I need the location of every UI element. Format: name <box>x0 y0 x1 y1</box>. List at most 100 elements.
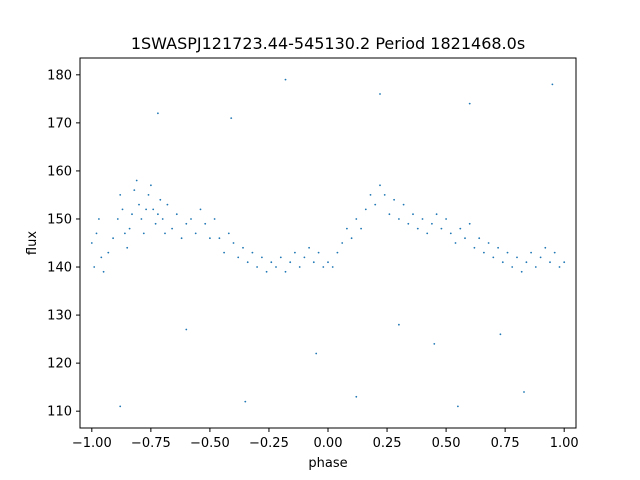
scatter-point <box>218 237 221 240</box>
scatter-point <box>398 323 400 326</box>
scatter-point <box>322 266 325 268</box>
scatter-point <box>213 218 216 220</box>
scatter-point <box>364 208 367 211</box>
scatter-point <box>558 266 561 268</box>
scatter-point <box>483 251 485 254</box>
scatter-series <box>90 78 566 408</box>
scatter-point <box>209 237 211 240</box>
x-axis-label: phase <box>308 456 347 471</box>
scatter-point <box>440 227 443 230</box>
scatter-point <box>468 102 471 105</box>
scatter-point <box>520 270 523 273</box>
scatter-point <box>150 184 152 187</box>
scatter-point <box>412 213 414 216</box>
scatter-point <box>185 328 188 331</box>
scatter-point <box>459 227 462 230</box>
scatter-point <box>270 261 273 264</box>
scatter-point <box>473 246 476 249</box>
y-axis: 110 120 130 140 150 160 170 180 <box>47 68 80 420</box>
scatter-point <box>487 242 490 244</box>
scatter-point <box>445 218 447 220</box>
y-tick-label: 110 <box>47 405 72 420</box>
scatter-point <box>298 266 301 268</box>
scatter-point <box>433 343 436 345</box>
scatter-point <box>544 246 547 249</box>
y-tick-label: 140 <box>47 261 72 276</box>
scatter-point <box>126 246 129 249</box>
scatter-point <box>336 251 339 254</box>
scatter-point <box>119 194 122 196</box>
scatter-point <box>525 261 528 264</box>
scatter-point <box>152 208 155 211</box>
scatter-point <box>100 256 103 259</box>
x-tick-label: 0.75 <box>491 436 520 451</box>
scatter-point <box>315 352 318 355</box>
scatter-point <box>303 256 306 259</box>
scatter-point <box>516 256 518 259</box>
scatter-point <box>275 266 277 268</box>
scatter-point <box>107 251 110 254</box>
x-tick-label: −0.50 <box>190 436 230 451</box>
scatter-point <box>407 222 410 225</box>
scatter-point <box>346 227 348 230</box>
scatter-point <box>534 266 537 268</box>
scatter-point <box>457 405 459 408</box>
scatter-point <box>393 198 395 201</box>
scatter-point <box>265 270 268 273</box>
scatter-point <box>256 266 258 268</box>
y-tick-label: 120 <box>47 357 72 372</box>
scatter-point <box>499 333 502 336</box>
scatter-point <box>388 213 391 216</box>
scatter-point <box>331 266 334 268</box>
scatter-point <box>204 222 207 225</box>
scatter-point <box>464 237 466 240</box>
scatter-point <box>350 237 353 240</box>
scatter-point <box>379 93 381 95</box>
scatter-point <box>341 242 344 244</box>
scatter-point <box>154 222 157 225</box>
scatter-point <box>312 261 315 264</box>
scatter-point <box>511 266 514 268</box>
scatter-point <box>190 218 192 220</box>
scatter-point <box>133 189 136 192</box>
scatter-point <box>261 256 263 259</box>
scatter-point <box>549 261 551 264</box>
scatter-point <box>140 218 143 220</box>
scatter-point <box>232 242 235 244</box>
scatter-point <box>294 251 296 254</box>
x-axis: −1.00 −0.75 −0.50 −0.25 0.00 0.25 0.50 0.75 1.00 <box>72 428 579 451</box>
scatter-point <box>383 194 386 196</box>
scatter-point <box>374 203 377 206</box>
scatter-point <box>551 83 554 86</box>
y-tick-label: 180 <box>47 68 72 83</box>
y-tick-label: 150 <box>47 212 72 227</box>
scatter-point <box>317 251 320 254</box>
scatter-point <box>497 246 499 249</box>
scatter-point <box>553 251 556 254</box>
scatter-point <box>93 266 96 268</box>
scatter-point <box>539 256 542 259</box>
scatter-point <box>449 232 452 235</box>
x-tick-label: 0.25 <box>373 436 402 451</box>
scatter-point <box>289 261 292 264</box>
y-tick-label: 160 <box>47 164 72 179</box>
scatter-point <box>161 218 164 220</box>
scatter-point <box>164 232 166 235</box>
scatter-point <box>119 405 122 408</box>
x-tick-label: −0.25 <box>249 436 289 451</box>
scatter-point <box>501 261 504 264</box>
x-tick-label: 0.50 <box>432 436 461 451</box>
x-tick-label: −1.00 <box>72 436 112 451</box>
scatter-point <box>157 112 159 115</box>
scatter-point <box>95 232 98 235</box>
scatter-point <box>185 222 188 225</box>
scatter-point <box>138 203 140 206</box>
scatter-point <box>355 218 358 220</box>
scatter-point <box>421 218 424 220</box>
scatter-point <box>468 222 471 225</box>
scatter-point <box>284 270 287 273</box>
scatter-point <box>402 203 405 206</box>
scatter-point <box>102 270 105 273</box>
scatter-point <box>159 198 162 201</box>
